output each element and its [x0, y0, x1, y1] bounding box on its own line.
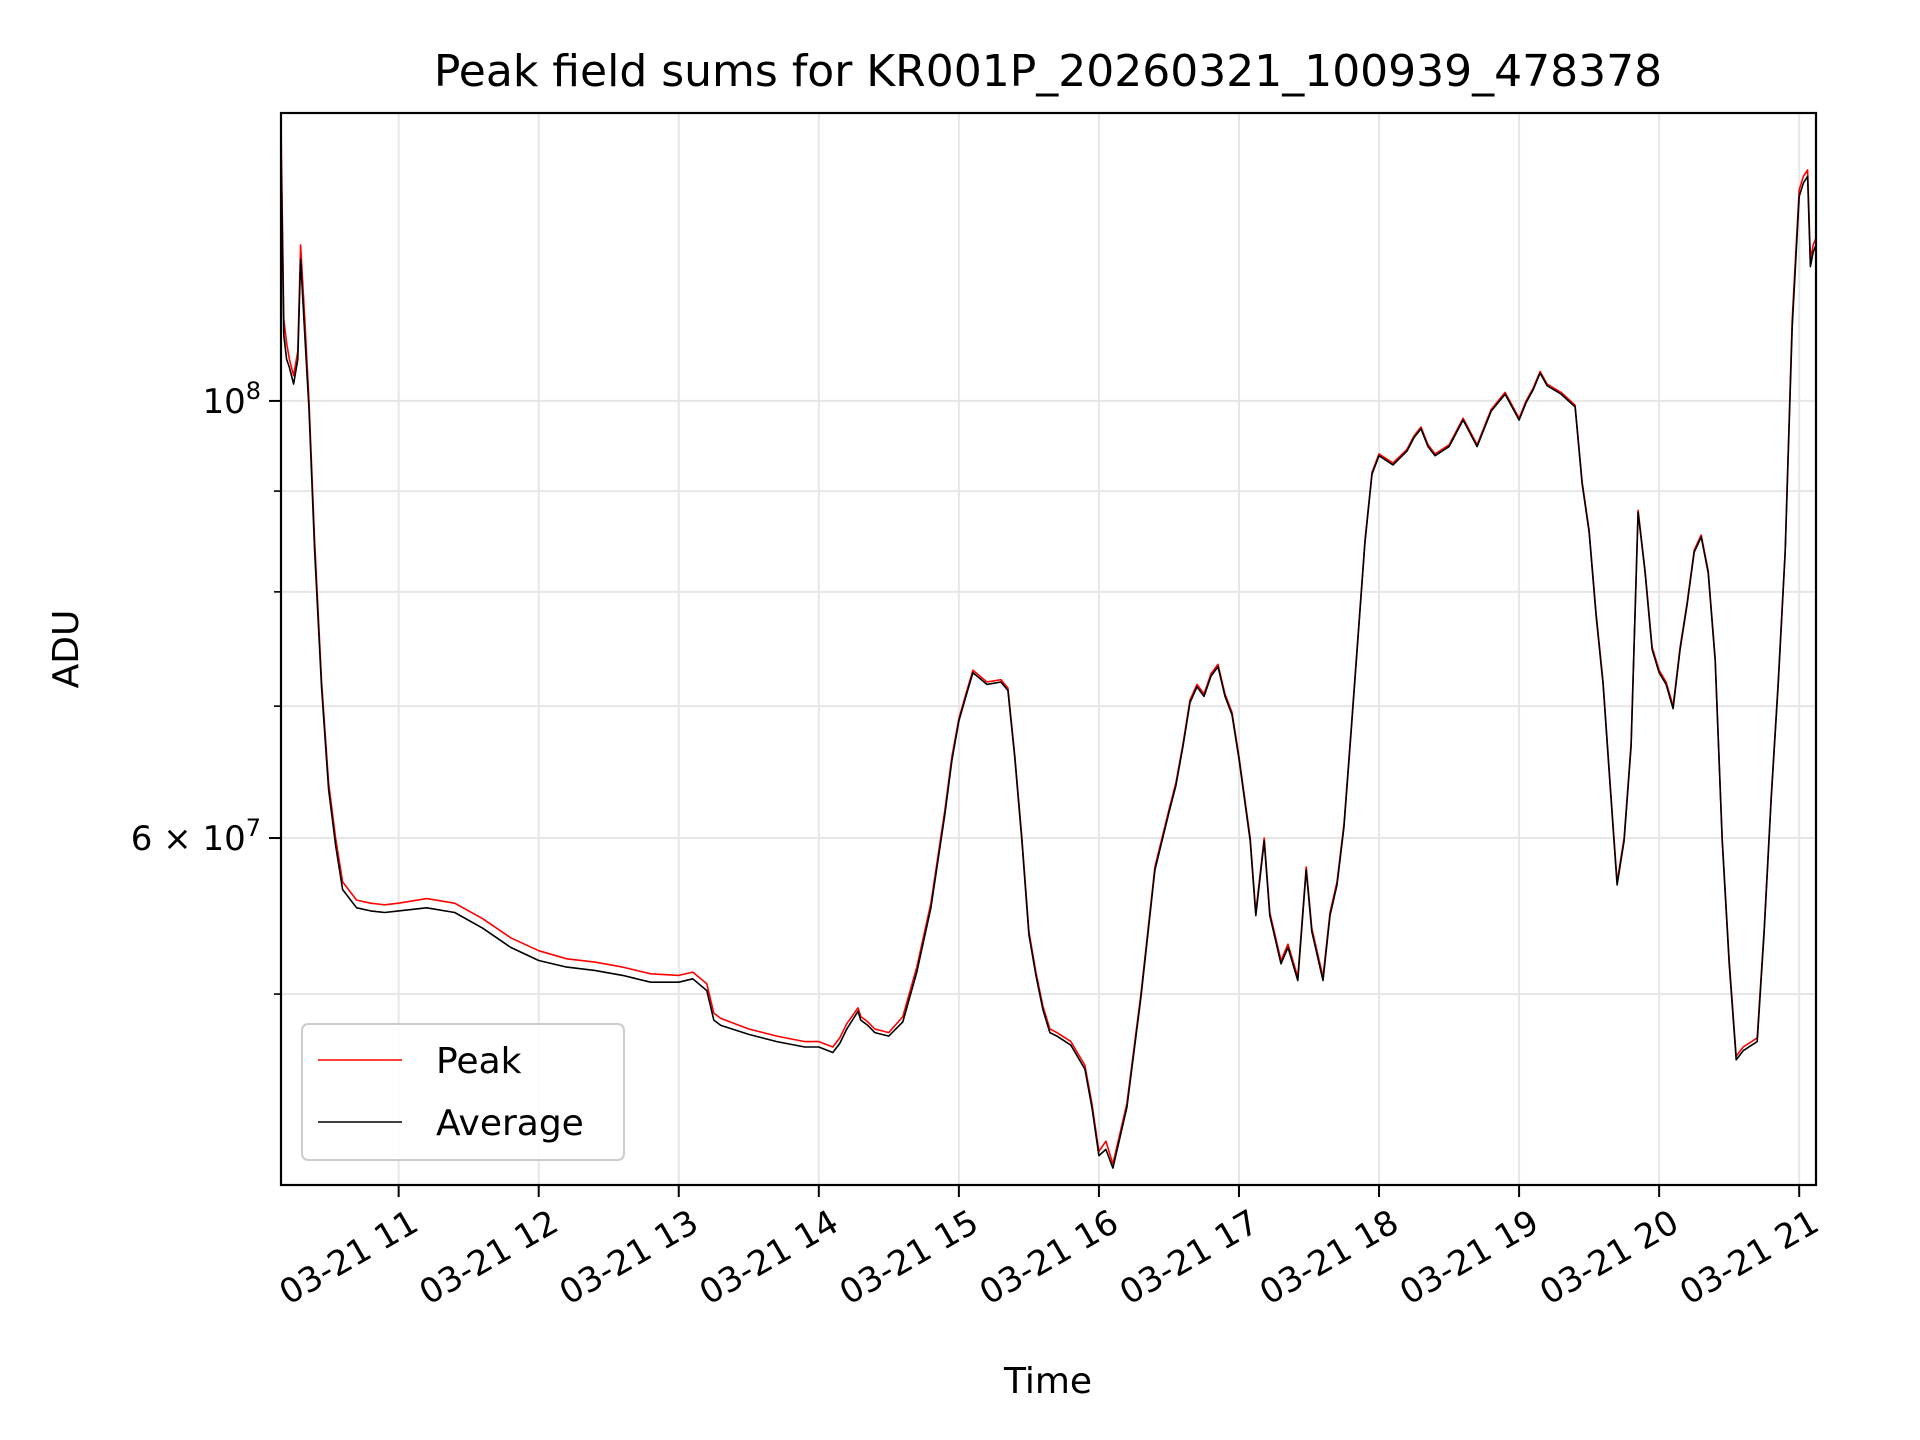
series-line-average: [280, 144, 1817, 1169]
plot-area-frame: [279, 111, 1818, 1187]
y-axis: 108 6 × 107: [131, 377, 281, 995]
legend-label-peak: Peak: [436, 1041, 522, 1082]
x-axis-title: Time: [1003, 1361, 1092, 1402]
y-tick-label: 108: [202, 377, 261, 422]
y-axis-title: ADU: [46, 610, 87, 689]
legend-label-average: Average: [436, 1103, 584, 1144]
grid-lines: [281, 113, 1816, 1185]
plot-series: [280, 125, 1817, 1169]
legend-box: [301, 1023, 625, 1161]
y-tick-label: 6 × 107: [131, 814, 261, 859]
legend: Peak Average: [301, 1023, 625, 1161]
chart-title: Peak field sums for KR001P_20260321_1009…: [434, 46, 1662, 97]
